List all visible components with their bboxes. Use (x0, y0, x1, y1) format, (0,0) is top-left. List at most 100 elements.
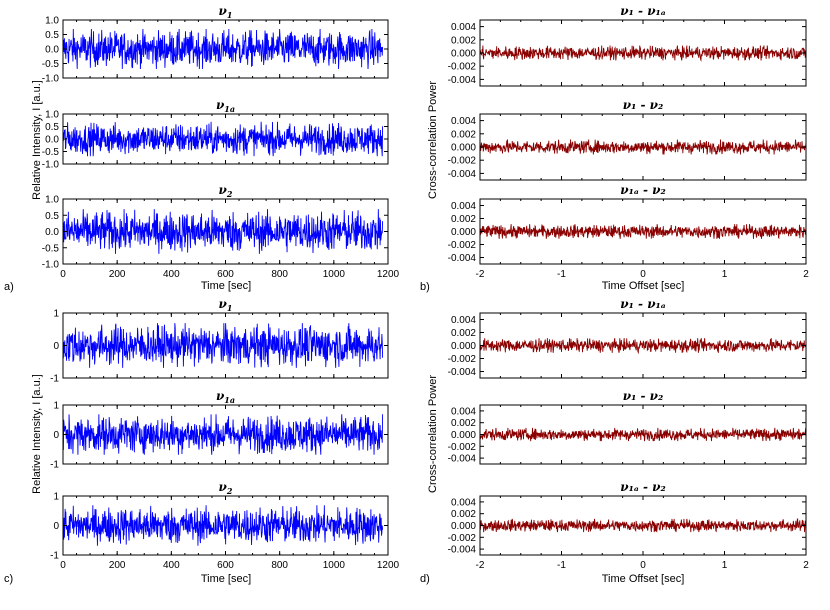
y-tick-label: 0.002 (451, 509, 476, 520)
y-tick-label: 0.000 (451, 227, 476, 238)
y-tick-label: 1.0 (45, 110, 59, 121)
x-tick-label: 200 (109, 269, 126, 280)
y-tick-label: 0.002 (451, 328, 476, 339)
y-tick-label: -0.002 (448, 156, 477, 167)
signal-trace (479, 517, 807, 533)
x-tick-label: 1 (722, 560, 728, 571)
subplot-title-sub: 2 (226, 486, 233, 496)
xlabel-c: Time [sec] (201, 573, 251, 585)
subplot-title-base: ν (216, 389, 225, 403)
y-tick-label: 0.0 (45, 45, 59, 56)
y-tick-label: 0.000 (451, 341, 476, 352)
signal-trace (62, 505, 384, 546)
subplot-title: ν1 (219, 4, 233, 20)
y-tick-label: 0.0 (45, 135, 59, 146)
x-tick-label: 400 (163, 560, 180, 571)
signal-trace (479, 338, 807, 355)
y-tick-label: 0.000 (451, 143, 476, 154)
panel-label-c: c) (4, 573, 13, 585)
x-tick-label: 0 (640, 560, 646, 571)
ylabel-c: Relative Intensity, I [a.u.] (31, 374, 43, 494)
y-tick-label: 0.004 (451, 116, 476, 127)
subplot-title: ν2 (219, 183, 233, 199)
x-tick-label: 1 (722, 269, 728, 280)
subplot-d-1: ν₁ - ν₁ₐ 0.004 0.002 0.000 -0.002 -0.004 (448, 297, 807, 379)
y-tick-label: 0.004 (451, 406, 476, 417)
subplot-c-2: ν1a 1 0 -1 (50, 389, 389, 471)
x-tick-label: 1200 (377, 269, 400, 280)
x-tick-label: -1 (557, 269, 566, 280)
x-tick-label: 1000 (323, 269, 346, 280)
y-tick-label: 0 (53, 430, 59, 441)
subplot-b-3: ν₁ₐ - ν₂ 0.004 0.002 0.000 -0.002 -0.004 -2 -1 0… (448, 183, 810, 280)
x-tick-label: 1000 (323, 560, 346, 571)
signal-trace (479, 45, 807, 62)
x-tick-label: 1200 (377, 560, 400, 571)
y-tick-label: 0.002 (451, 129, 476, 140)
subplot-title: ν₁ - ν₁ₐ (620, 297, 666, 311)
subplot-title-sub: 1a (224, 395, 235, 405)
subplot-title-sub: 1 (227, 303, 233, 313)
y-tick-label: -0.004 (448, 367, 477, 378)
y-tick-label: -0.002 (448, 62, 477, 73)
signal-trace (62, 29, 384, 69)
y-tick-label: 1 (53, 492, 59, 503)
signal-trace (62, 209, 384, 254)
y-tick-label: 1.0 (45, 195, 59, 206)
y-tick-label: -0.002 (448, 240, 477, 251)
subplot-title-base: ν (216, 98, 225, 112)
x-tick-label: 200 (109, 560, 126, 571)
y-tick-label: -0.004 (448, 75, 477, 86)
subplot-title: ν₁ - ν₁ₐ (620, 4, 666, 18)
y-tick-label: 1 (53, 401, 59, 412)
subplot-title: ν₁ₐ - ν₂ (620, 480, 665, 494)
y-tick-label: -1.0 (42, 74, 60, 85)
y-tick-label: -1 (50, 460, 59, 471)
y-tick-label: 0.002 (451, 35, 476, 46)
y-tick-label: 0 (53, 521, 59, 532)
y-tick-label: 0.004 (451, 22, 476, 33)
y-tick-label: 0.0 (45, 227, 59, 238)
ylabel-b: Cross-correlation Power (427, 81, 439, 199)
y-tick-label: -0.002 (448, 354, 477, 365)
signal-trace (62, 414, 384, 455)
signal-trace (62, 121, 384, 157)
subplot-title: ν₁ - ν₂ (623, 389, 664, 403)
signal-trace (62, 323, 384, 368)
y-tick-label: -1.0 (42, 260, 60, 271)
x-tick-label: 800 (271, 560, 288, 571)
xlabel-a: Time [sec] (201, 280, 251, 292)
xlabel-b: Time Offset [sec] (602, 280, 685, 292)
subplot-b-1: ν₁ - ν₁ₐ 0.004 0.002 0.000 -0.002 -0.004 (448, 4, 807, 87)
x-tick-label: -1 (557, 560, 566, 571)
subplot-title-sub: 1 (227, 10, 233, 20)
x-tick-label: 600 (217, 269, 234, 280)
subplot-title-base: ν (219, 4, 228, 18)
y-tick-label: 0.002 (451, 418, 476, 429)
xlabel-d: Time Offset [sec] (602, 573, 685, 585)
subplot-a-3: ν2 1.0 0.5 0.0 -0.5 -1.00 200 400 600 800 1000 1200 (42, 183, 400, 280)
y-tick-label: 0.004 (451, 315, 476, 326)
ylabel-d: Cross-correlation Power (427, 375, 439, 493)
y-tick-label: 0.000 (451, 430, 476, 441)
x-tick-label: 400 (163, 269, 180, 280)
y-tick-label: 0.004 (451, 497, 476, 508)
y-tick-label: -0.004 (448, 253, 477, 264)
y-tick-label: -0.004 (448, 169, 477, 180)
plots-layer: ν11.00.50.0-0.5-1.0ν1a1.00.50.0-0.5-1.0ν… (42, 4, 809, 571)
y-tick-label: 0.5 (45, 211, 59, 222)
signal-trace (479, 427, 807, 442)
y-tick-label: 0.000 (451, 49, 476, 60)
subplot-b-2: ν₁ - ν₂ 0.004 0.002 0.000 -0.002 -0.004 (448, 98, 807, 181)
y-tick-label: 0.002 (451, 214, 476, 225)
y-tick-label: -0.5 (42, 243, 60, 254)
y-tick-label: 0.000 (451, 521, 476, 532)
x-tick-label: -2 (476, 269, 485, 280)
x-tick-label: 0 (640, 269, 646, 280)
